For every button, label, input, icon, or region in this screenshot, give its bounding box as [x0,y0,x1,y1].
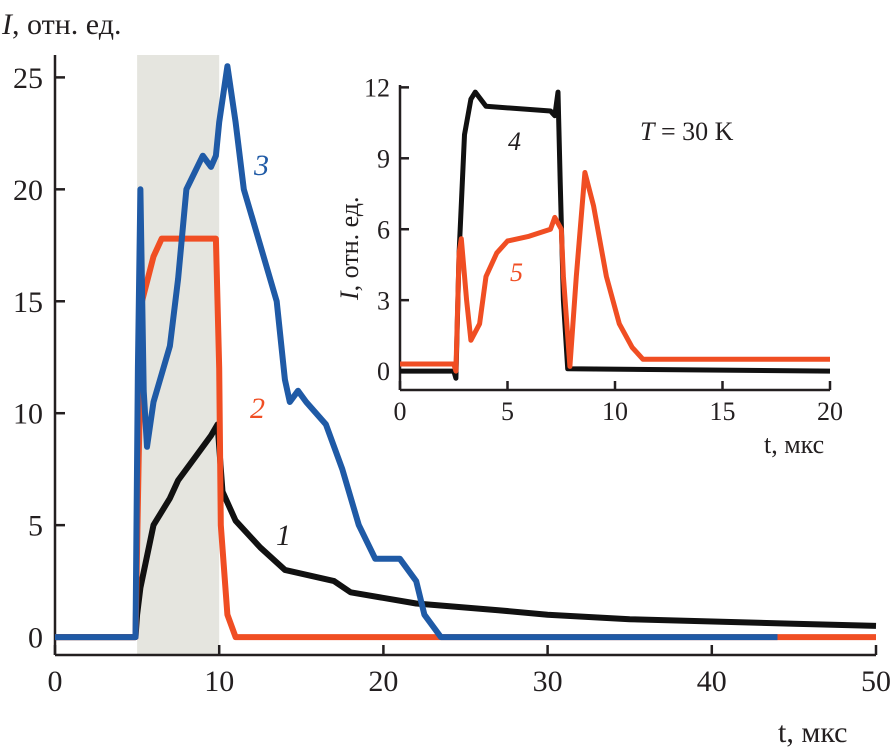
curve-label-1: 1 [276,519,291,552]
curve-label-5: 5 [510,258,523,287]
inset-y-axis-label: I, отн. ед. [335,196,364,301]
main-y-tick-label: 5 [28,510,43,543]
main-x-tick-label: 30 [533,665,563,698]
inset-y-tick-label: 3 [377,286,390,315]
inset-series-5-line [400,170,830,374]
main-y-tick-label: 0 [28,622,43,655]
inset-x-tick-label: 20 [817,397,843,426]
main-series-3-line [55,63,778,641]
inset-series [400,89,831,381]
main-x-tick-label: 50 [861,665,891,698]
inset-x-tick-label: 5 [501,397,514,426]
inset-y-tick-label: 0 [377,357,390,386]
inset-y-tick-label: 6 [377,215,390,244]
main-x-tick-label: 0 [48,665,63,698]
inset-x-tick-label: 15 [710,397,736,426]
excitation-pulse-shade [137,55,220,655]
main-series [55,63,877,641]
main-x-tick-label: 40 [697,665,727,698]
main-y-tick-label: 15 [13,286,43,319]
inset-x-tick-label: 0 [394,397,407,426]
curve-label-3: 3 [253,149,269,182]
main-y-axis-label: I, отн. ед. [1,8,121,41]
inset-x-axis-label: t, мкс [764,430,824,459]
inset-y-tick-label: 9 [377,144,390,173]
main-y-tick-label: 25 [13,62,43,95]
main-x-tick-label: 20 [368,665,398,698]
inset-y-tick-label: 12 [364,73,390,102]
inset-series-4-line [400,89,831,381]
curve-label-2: 2 [250,392,265,425]
main-y-tick-label: 10 [13,398,43,431]
main-x-tick-label: 10 [204,665,234,698]
main-y-tick-label: 20 [13,174,43,207]
main-x-axis-label: t, мкс [778,716,847,749]
temperature-annotation: T = 30 K [640,117,734,146]
inset-x-tick-label: 10 [602,397,628,426]
curve-label-4: 4 [508,127,521,156]
inset-axes: 0 5 10 15 20 0 3 6 9 12 [364,73,843,426]
